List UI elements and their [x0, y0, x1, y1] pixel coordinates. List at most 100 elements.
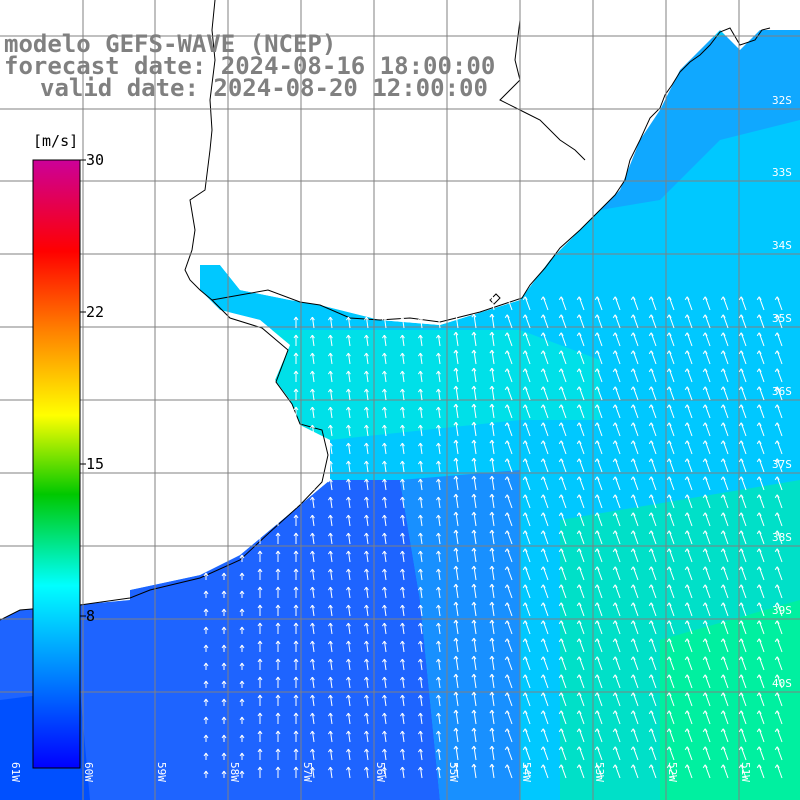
wind-arrow-head: [401, 694, 405, 699]
wind-arrow-head: [506, 386, 510, 391]
wind-arrow-head: [437, 568, 441, 573]
wind-arrow-head: [576, 620, 580, 625]
wind-arrow-head: [504, 458, 508, 463]
wind-arrow: [419, 587, 423, 599]
wind-arrow-head: [381, 676, 385, 681]
wind-arrow-head: [205, 572, 209, 577]
wind-arrow: [311, 389, 315, 401]
wind-arrow-head: [455, 763, 459, 768]
wind-arrow-head: [684, 728, 688, 733]
wind-arrow: [506, 584, 513, 599]
wind-arrow: [578, 368, 585, 383]
wind-arrow-head: [435, 334, 439, 339]
wind-arrow-head: [668, 458, 672, 463]
wind-arrow: [329, 569, 333, 581]
wind-arrow-head: [437, 406, 441, 411]
wind-arrow: [491, 566, 495, 581]
wind-arrow: [383, 443, 387, 455]
wind-arrow-head: [758, 746, 762, 751]
wind-arrow-head: [524, 728, 528, 733]
wind-arrow-head: [419, 712, 423, 717]
wind-arrow-head: [309, 640, 313, 645]
wind-arrow-head: [455, 511, 459, 516]
wind-arrow-head: [542, 638, 546, 643]
wind-arrow: [329, 659, 333, 671]
wind-arrow: [365, 623, 369, 635]
wind-arrow-head: [722, 710, 726, 715]
wind-arrow-head: [776, 422, 780, 427]
wind-arrow: [650, 314, 657, 329]
wind-arrow: [311, 677, 315, 689]
wind-arrow-head: [630, 530, 634, 535]
wind-arrow: [542, 404, 549, 419]
wind-arrow-head: [381, 514, 385, 519]
wind-arrow-head: [738, 440, 742, 445]
wind-arrow: [560, 404, 567, 419]
wind-arrow-head: [437, 766, 441, 771]
wind-arrow-head: [311, 604, 315, 609]
wind-arrow-head: [311, 316, 315, 321]
wind-arrow-head: [455, 403, 459, 408]
wind-arrow-head: [578, 674, 582, 679]
wind-arrow: [419, 767, 423, 779]
wind-arrow: [614, 602, 621, 617]
wind-arrow-head: [540, 476, 544, 481]
wind-arrow-head: [504, 350, 508, 355]
wind-arrow-head: [542, 332, 546, 337]
wind-arrow: [365, 713, 369, 725]
wind-arrow-head: [309, 532, 313, 537]
wind-arrow-head: [612, 728, 616, 733]
wind-arrow: [632, 422, 639, 437]
wind-arrow-head: [666, 674, 670, 679]
wind-arrow-head: [702, 638, 706, 643]
wind-arrow-head: [650, 404, 654, 409]
wind-arrow: [758, 350, 765, 365]
wind-arrow: [632, 566, 639, 581]
wind-arrow-head: [596, 422, 600, 427]
wind-arrow-head: [722, 440, 726, 445]
wind-arrow-head: [435, 496, 439, 501]
wind-arrow-head: [738, 476, 742, 481]
wind-arrow: [473, 296, 477, 311]
wind-arrow-head: [491, 673, 495, 678]
valid-date: valid date: 2024-08-20 12:00:00: [40, 74, 488, 102]
wind-arrow: [473, 746, 477, 761]
wind-arrow: [542, 602, 549, 617]
wind-arrow-head: [506, 458, 510, 463]
colorbar: [32, 159, 86, 769]
wind-arrow-head: [365, 694, 369, 699]
wind-arrow-head: [702, 566, 706, 571]
wind-arrow-head: [365, 442, 369, 447]
wind-arrow-head: [738, 620, 742, 625]
wind-arrow-head: [558, 458, 562, 463]
wind-arrow-head: [489, 619, 493, 624]
wind-arrow-head: [740, 530, 744, 535]
colorbar-tick-8: 8: [86, 607, 96, 625]
wind-arrow-head: [205, 644, 209, 649]
wind-arrow: [578, 566, 585, 581]
wind-arrow-head: [684, 620, 688, 625]
wind-arrow-head: [740, 386, 744, 391]
wind-arrow-head: [522, 440, 526, 445]
wind-arrow-head: [578, 296, 582, 301]
wind-arrow-head: [756, 368, 760, 373]
wind-arrow-head: [650, 296, 654, 301]
wind-arrow-head: [437, 622, 441, 627]
wind-arrow-head: [504, 602, 508, 607]
wind-arrow-head: [684, 296, 688, 301]
wind-arrow: [365, 461, 369, 473]
wind-arrow-head: [223, 752, 227, 757]
wind-arrow-head: [540, 314, 544, 319]
wind-arrow-head: [347, 406, 351, 411]
wind-arrow-head: [383, 730, 387, 735]
wind-arrow: [740, 296, 747, 311]
wind-arrow-head: [756, 440, 760, 445]
wind-arrow-head: [614, 296, 618, 301]
wind-arrow: [506, 314, 513, 329]
wind-arrow: [578, 692, 585, 707]
wind-arrow-head: [437, 424, 441, 429]
wind-arrow-head: [686, 422, 690, 427]
wind-arrow-head: [506, 728, 510, 733]
wind-arrow-head: [558, 674, 562, 679]
wind-arrow-head: [311, 730, 315, 735]
